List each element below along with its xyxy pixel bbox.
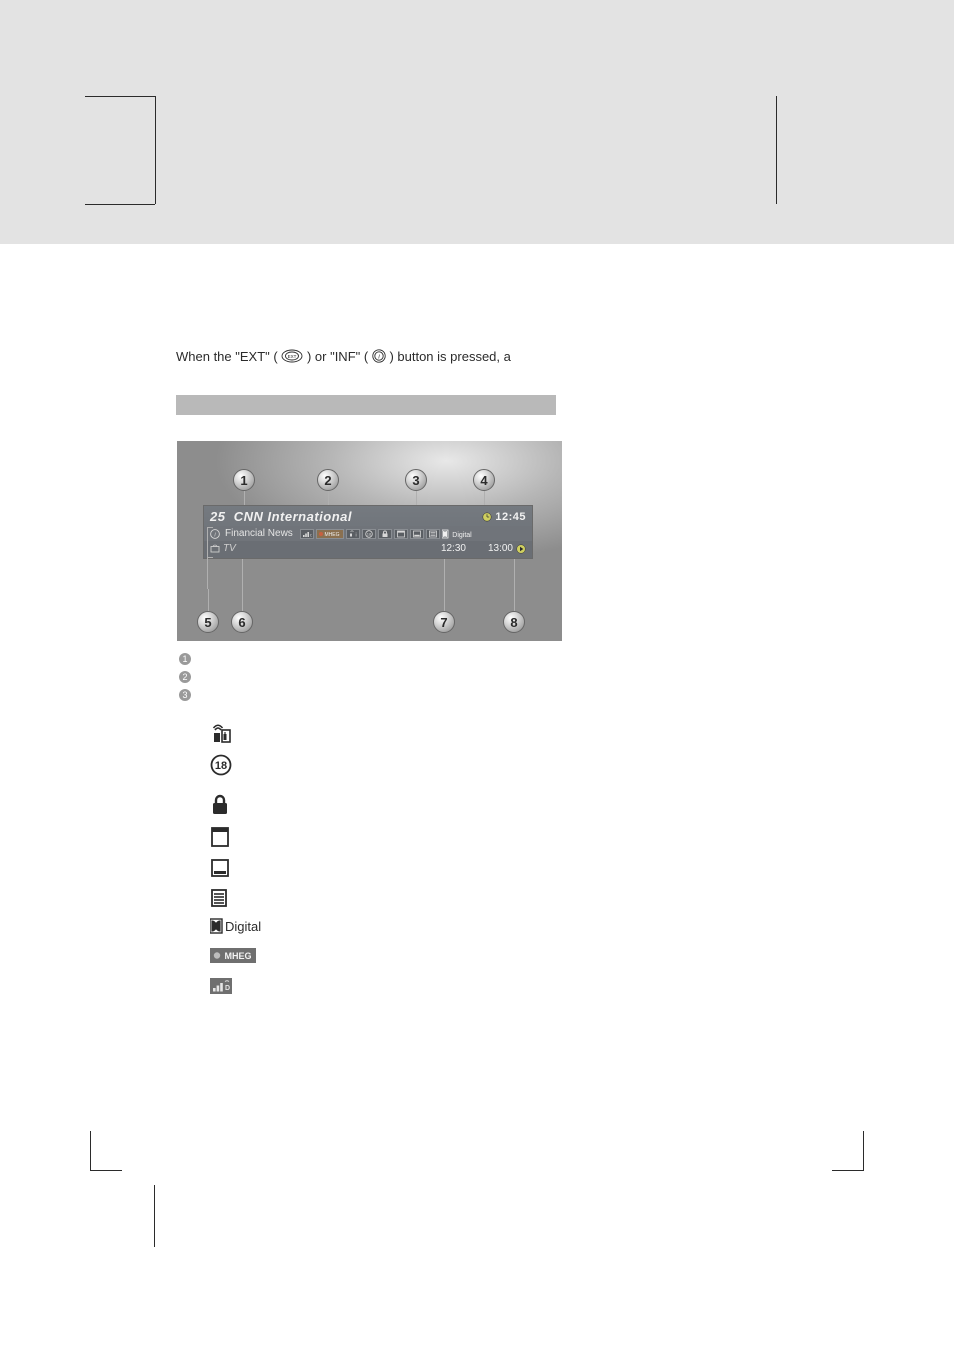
svg-text:EXT: EXT xyxy=(288,354,297,359)
svg-text:D: D xyxy=(310,532,312,537)
callout-bracket xyxy=(207,557,213,558)
osd-channel-number: 25 xyxy=(210,509,225,524)
icon-legend-text xyxy=(284,826,750,848)
ttx-icon xyxy=(394,529,408,539)
osd-info-bar: 25 CNN International 12:45 i Financial N… xyxy=(203,505,533,559)
mheg-badge-icon: MHEG xyxy=(316,529,344,539)
icon-legend-text xyxy=(284,724,750,744)
callout-leader xyxy=(444,559,445,611)
svg-text:18: 18 xyxy=(215,760,227,772)
callout-bubble-3: 3 xyxy=(405,469,427,491)
osd-program-row: i Financial News D MHEG i 18 xyxy=(204,526,532,541)
header-rule-segment xyxy=(85,96,155,97)
legend-bullet-icon: 2 xyxy=(178,670,194,684)
callout-bubble-4: 4 xyxy=(473,469,495,491)
now-info-icon: i xyxy=(210,529,220,539)
multi-audio-icon xyxy=(210,888,260,908)
dvb-signal-icon: D xyxy=(210,978,260,998)
legend-bullet-icon: 3 xyxy=(178,688,194,702)
callout-bracket xyxy=(207,527,208,589)
svg-text:MHEG: MHEG xyxy=(324,532,339,538)
callout-bubble-5: 5 xyxy=(197,611,219,633)
svg-text:i: i xyxy=(214,532,216,538)
rating-icon: 18 xyxy=(362,529,376,539)
mheg-badge-icon: MHEG xyxy=(210,948,260,968)
callout-bubble-2: 2 xyxy=(317,469,339,491)
teletext-icon xyxy=(210,826,260,848)
osd-channel-name: CNN International xyxy=(234,509,352,524)
record-icon xyxy=(210,724,260,744)
intro-paragraph: When the "EXT" ( EXT ) or "INF" ( i ) bu… xyxy=(176,348,776,367)
intro-text: ) or "INF" ( xyxy=(307,349,368,364)
svg-text:18: 18 xyxy=(367,531,372,536)
callout-leader xyxy=(242,559,243,611)
icon-legend-text xyxy=(284,794,750,816)
header-band xyxy=(0,0,954,244)
intro-text: ) button is pressed, a xyxy=(389,349,510,364)
rec-icon: i xyxy=(346,529,360,539)
clock-icon xyxy=(482,512,492,522)
callout-bubble-6: 6 xyxy=(231,611,253,633)
legend-bullet-icon: 1 xyxy=(178,652,194,666)
osd-time-row: TV 12:30 13:00 xyxy=(204,541,532,558)
tv-set-icon xyxy=(210,544,220,554)
svg-text:2: 2 xyxy=(182,672,187,682)
section-subheading xyxy=(176,395,556,415)
callout-leader xyxy=(208,589,209,611)
osd-screenshot: 1 2 3 4 25 CNN International 12:45 xyxy=(177,441,562,641)
callout-leader xyxy=(514,559,515,611)
icon-legend-text xyxy=(284,754,750,776)
callout-bracket xyxy=(207,527,213,528)
header-rule-segment xyxy=(776,96,777,204)
header-rule-segment xyxy=(155,96,156,204)
osd-title-row: 25 CNN International 12:45 xyxy=(204,506,532,526)
icon-legend-text xyxy=(284,858,750,878)
crop-mark xyxy=(90,1131,122,1171)
icon-legend-text xyxy=(284,888,750,908)
osd-clock-time: 12:45 xyxy=(495,511,526,523)
icon-legend-text xyxy=(284,978,750,998)
callout-bubble-1: 1 xyxy=(233,469,255,491)
svg-text:i: i xyxy=(378,354,380,360)
osd-start-time: 12:30 xyxy=(441,543,466,554)
parental-rating-icon: 18 xyxy=(210,754,260,776)
intro-text: When the "EXT" ( xyxy=(176,349,278,364)
ext-button-icon: EXT xyxy=(281,349,303,363)
icon-legend: 18 xyxy=(210,724,750,1008)
callout-bubble-8: 8 xyxy=(503,611,525,633)
dolby-digital-icon: Digital xyxy=(210,918,274,938)
dvb-icon: D xyxy=(300,529,314,539)
subtitle-icon xyxy=(210,858,260,878)
osd-service-type: TV xyxy=(210,543,236,554)
callout-legend: 1 2 3 xyxy=(178,652,758,706)
dolby-digital-icon: Digital xyxy=(442,529,476,539)
icon-legend-text xyxy=(298,918,750,938)
next-arrow-icon xyxy=(516,544,526,554)
svg-text:Digital: Digital xyxy=(225,919,261,934)
lock-icon xyxy=(378,529,392,539)
osd-clock: 12:45 xyxy=(482,511,526,523)
header-rule-segment xyxy=(85,204,155,205)
crop-mark xyxy=(832,1131,864,1171)
osd-icon-strip: D MHEG i 18 xyxy=(300,529,476,539)
subtitle-icon xyxy=(410,529,424,539)
svg-text:D: D xyxy=(225,985,230,992)
svg-text:i: i xyxy=(355,532,356,538)
multi-audio-icon xyxy=(426,529,440,539)
icon-legend-text xyxy=(284,948,750,968)
svg-text:Digital: Digital xyxy=(452,532,472,539)
osd-end-time: 13:00 xyxy=(488,543,513,554)
svg-text:1: 1 xyxy=(182,654,187,664)
callout-bubble-7: 7 xyxy=(433,611,455,633)
svg-text:3: 3 xyxy=(182,690,187,700)
svg-text:MHEG: MHEG xyxy=(225,951,252,961)
footer-rule-segment xyxy=(154,1185,155,1247)
lock-icon xyxy=(210,794,260,816)
osd-program-name: Financial News xyxy=(225,528,293,539)
info-button-icon: i xyxy=(372,349,386,363)
